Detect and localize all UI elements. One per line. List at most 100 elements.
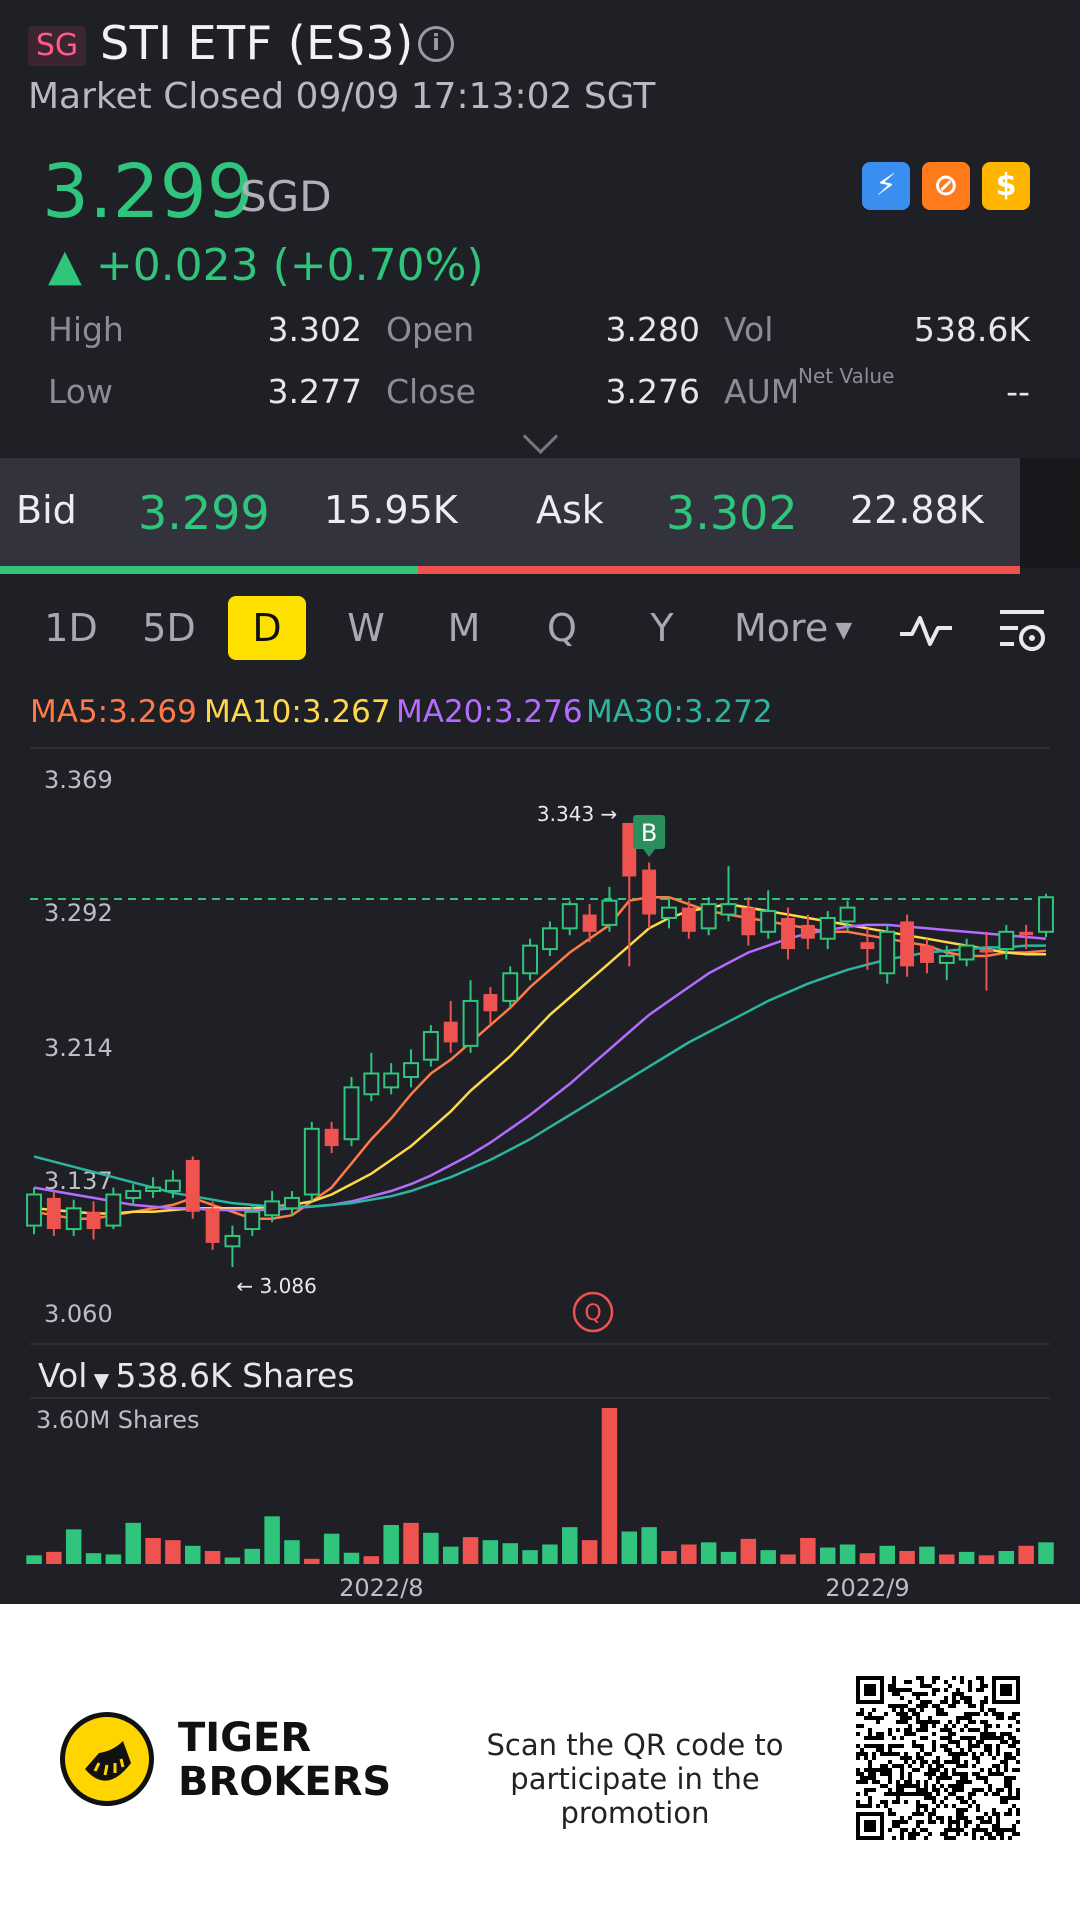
candle: [185, 1156, 200, 1219]
candle-body: [443, 1021, 458, 1043]
qr-module: [888, 1776, 892, 1780]
qr-module: [928, 1716, 932, 1720]
qr-module: [1000, 1712, 1004, 1716]
qr-module: [956, 1780, 960, 1784]
qr-module: [964, 1824, 968, 1828]
qr-module: [900, 1744, 904, 1748]
qr-module: [916, 1812, 920, 1816]
tab-5d[interactable]: 5D: [142, 606, 196, 650]
qr-module: [892, 1692, 896, 1696]
qr-module: [1016, 1712, 1020, 1716]
qr-module: [988, 1768, 992, 1772]
qr-module: [992, 1712, 996, 1716]
indicator-icon[interactable]: [898, 612, 954, 648]
tab-q[interactable]: Q: [547, 606, 577, 650]
qr-module: [952, 1792, 956, 1796]
qr-module: [880, 1736, 884, 1740]
no-short-icon[interactable]: ⊘: [922, 162, 970, 210]
volume-chart[interactable]: 3.60M Shares 2022/8 2022/9: [0, 1396, 1080, 1604]
qr-module: [900, 1776, 904, 1780]
candle: [601, 886, 618, 932]
qr-module: [960, 1736, 964, 1740]
qr-module: [968, 1728, 972, 1732]
qr-module: [864, 1752, 868, 1756]
ma10-legend: MA10:3.267: [204, 694, 391, 730]
chevron-down-icon[interactable]: [522, 418, 559, 455]
tab-w[interactable]: W: [347, 606, 385, 650]
qr-module: [868, 1736, 872, 1740]
tab-more[interactable]: More ▼: [734, 606, 852, 650]
tab-d[interactable]: D: [228, 596, 306, 660]
qr-module: [972, 1792, 976, 1796]
qr-module: [960, 1752, 964, 1756]
qr-module: [920, 1756, 924, 1760]
qr-module: [916, 1824, 920, 1828]
qr-module: [896, 1780, 900, 1784]
qr-module: [908, 1772, 912, 1776]
qr-module: [932, 1748, 936, 1752]
qr-module: [968, 1696, 972, 1700]
qr-module: [944, 1688, 948, 1692]
qr-module: [980, 1732, 984, 1736]
qr-module: [888, 1792, 892, 1796]
qr-module: [976, 1756, 980, 1760]
qr-module: [900, 1720, 904, 1724]
qr-module: [864, 1792, 868, 1796]
qr-module: [956, 1720, 960, 1724]
qr-module: [900, 1688, 904, 1692]
volume-bar: [304, 1558, 320, 1564]
tab-1d[interactable]: 1D: [44, 606, 98, 650]
candle-body: [998, 930, 1015, 951]
qr-module: [900, 1716, 904, 1720]
bid-size: 15.95K: [324, 488, 458, 532]
qr-module: [908, 1680, 912, 1684]
qr-module: [904, 1792, 908, 1796]
qr-module: [924, 1692, 928, 1696]
qr-module: [872, 1768, 876, 1772]
candle: [26, 1187, 42, 1235]
qr-module: [964, 1752, 968, 1756]
qr-module: [1016, 1720, 1020, 1724]
volume-bar: [958, 1551, 975, 1564]
qr-module: [924, 1784, 928, 1788]
y-tick-label: 3.369: [44, 766, 113, 794]
qr-module: [948, 1736, 952, 1740]
qr-module: [956, 1772, 960, 1776]
tab-y[interactable]: Y: [650, 606, 674, 650]
y-tick-label: 3.214: [44, 1034, 113, 1062]
tab-m[interactable]: M: [447, 606, 481, 650]
qr-module: [932, 1688, 936, 1692]
qr-module: [876, 1736, 880, 1740]
candle-body: [343, 1086, 360, 1141]
qr-module: [936, 1768, 940, 1772]
page-title: STI ETF (ES3): [100, 16, 414, 70]
promo-line1: Scan the QR code to: [486, 1728, 784, 1762]
qr-module: [956, 1824, 960, 1828]
qr-module: [948, 1732, 952, 1736]
dollar-icon[interactable]: $: [982, 162, 1030, 210]
qr-module: [964, 1736, 968, 1740]
qr-module: [944, 1724, 948, 1728]
volume-header[interactable]: Vol ▼ 538.6K Shares: [38, 1356, 355, 1395]
qr-module: [1012, 1744, 1016, 1748]
volume-bar: [800, 1538, 816, 1564]
qr-module: [956, 1816, 960, 1820]
candle: [1038, 893, 1054, 937]
chart-settings-icon[interactable]: [996, 606, 1048, 654]
qr-module: [988, 1744, 992, 1748]
brand-name: TIGER BROKERS: [178, 1716, 391, 1804]
qr-module: [932, 1812, 936, 1816]
qr-module: [916, 1752, 920, 1756]
info-icon[interactable]: i: [418, 26, 454, 62]
candle: [979, 931, 994, 991]
candle-body: [224, 1234, 241, 1248]
qr-module: [996, 1768, 1000, 1772]
qr-module: [888, 1704, 892, 1708]
volume-bar: [542, 1544, 558, 1564]
qr-module: [856, 1756, 860, 1760]
lightning-icon[interactable]: ⚡: [862, 162, 910, 210]
candle: [561, 900, 578, 936]
qr-module: [884, 1768, 888, 1772]
qr-module: [1012, 1712, 1016, 1716]
